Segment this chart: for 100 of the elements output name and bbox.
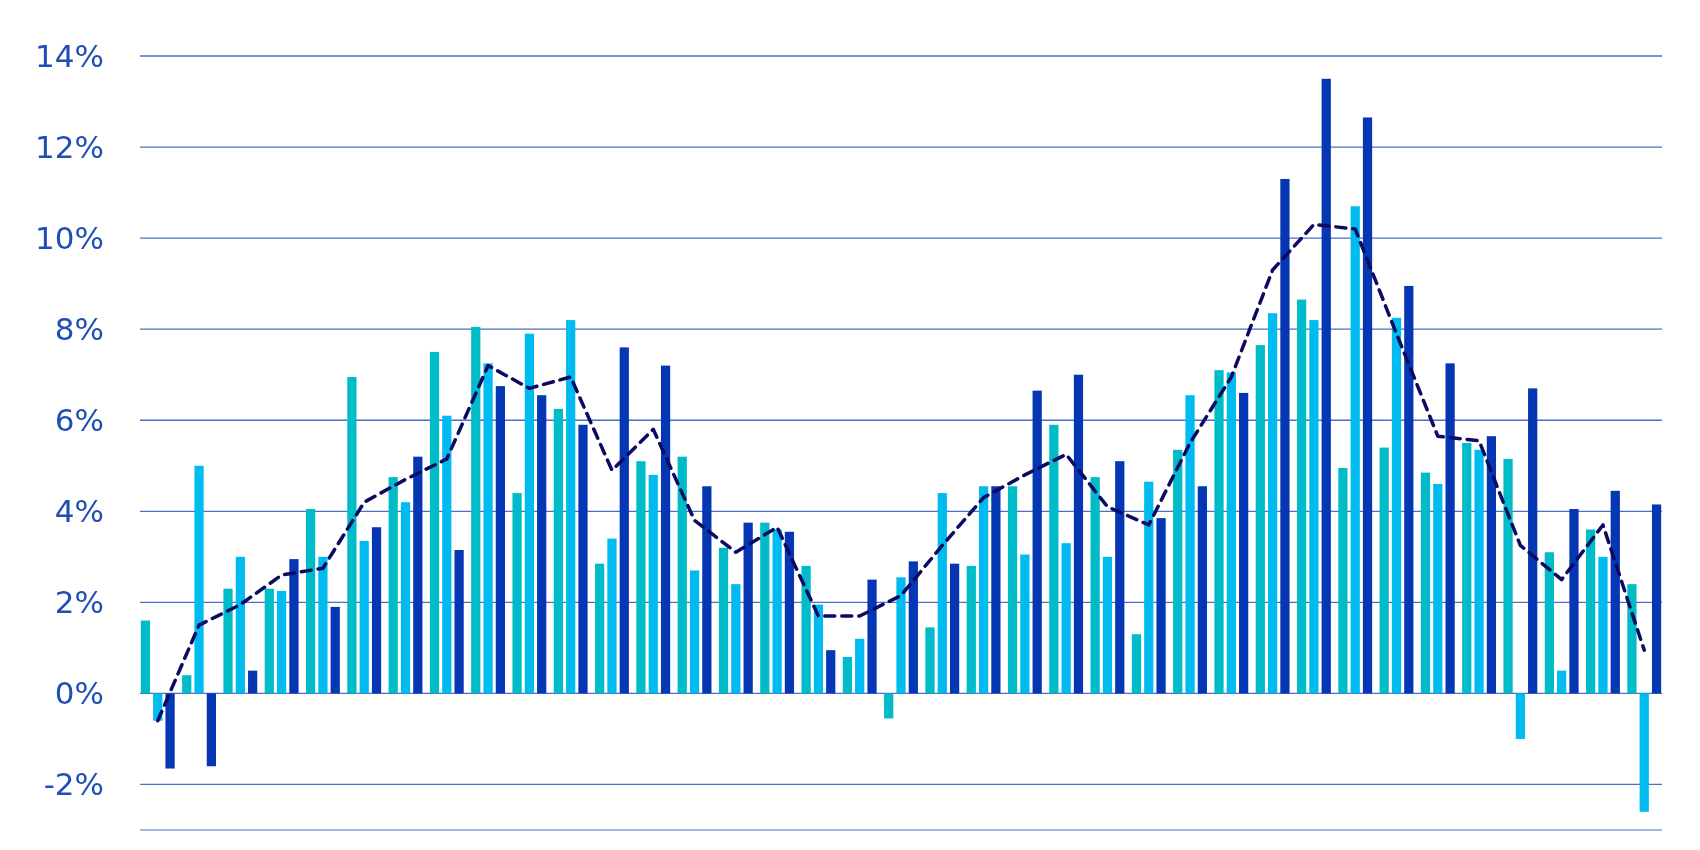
bar [578,424,588,694]
bar [1544,552,1554,694]
bar [660,365,671,694]
y-tick-label: 8% [54,311,104,348]
bar [359,540,369,694]
bar [1185,395,1195,694]
bar [1144,481,1154,694]
bar [442,415,452,694]
bar [537,395,547,694]
bar [471,326,481,694]
bar [949,563,960,694]
bar [1049,424,1059,694]
line-series [156,222,1646,723]
bar [813,604,824,694]
bar [978,486,989,694]
bar [400,502,411,694]
bar [855,638,865,694]
bar [896,577,906,694]
bar [1404,285,1414,694]
bar [454,549,464,694]
bar [206,693,216,767]
bar [1338,468,1348,694]
y-tick-label: 14% [35,37,104,74]
bar [264,588,274,694]
bar [1627,584,1637,694]
bar [1651,504,1662,694]
bar [1061,543,1071,694]
bar [1268,313,1278,694]
bar [223,588,233,694]
bar [318,556,328,694]
bar [1515,693,1525,739]
bar [867,579,877,694]
bar [1433,483,1443,694]
bar [1102,556,1113,694]
bar [1598,556,1608,694]
bar [388,477,398,694]
bar [165,693,175,769]
bar [784,531,795,694]
bar [1503,458,1513,694]
bar [495,386,506,694]
y-tick-label: -2% [43,766,104,803]
y-tick-label: 0% [54,675,104,712]
y-tick-label: 6% [54,402,104,439]
bar [1020,554,1030,694]
bar [648,474,658,694]
bar [248,670,258,694]
bar [677,456,687,694]
bar [1321,78,1331,694]
bar [1226,372,1236,694]
bar [194,465,204,694]
bar [1309,320,1319,694]
bar [1557,670,1567,694]
bar [1528,388,1538,694]
bar [305,509,316,694]
y-tick-label: 12% [35,128,104,165]
bar [347,376,357,694]
y-tick-label: 4% [54,493,104,530]
bar [289,559,299,694]
bar [702,486,712,694]
bar [1379,447,1389,694]
bar [689,570,700,694]
bar [743,522,753,694]
bar [801,565,811,694]
bar [966,565,976,694]
bar [553,408,563,694]
bar [483,363,493,694]
bar [512,493,522,694]
bar [1090,477,1100,694]
bar [1610,490,1620,694]
bar [235,556,245,694]
bar [760,522,770,694]
bar [1462,443,1472,694]
bar [595,563,605,694]
bar [937,493,947,694]
bar [1197,486,1207,694]
bar [991,486,1001,694]
bar [826,650,836,694]
bar [1362,117,1373,694]
bar [772,529,782,694]
bar [1569,509,1579,694]
bar [1115,461,1125,694]
bar [1296,299,1307,694]
bar [636,461,646,694]
bar [429,351,440,694]
bar [731,584,741,694]
bar [619,347,629,694]
bar [1239,392,1249,694]
bar [1586,529,1596,694]
bar [1073,374,1084,694]
bar [1445,363,1455,694]
bar [1280,178,1290,694]
bar [413,456,423,694]
bar [1486,436,1496,694]
bar [1131,634,1142,694]
bar [1474,449,1484,694]
bar [1156,518,1166,694]
bar [1173,449,1183,694]
bar [925,627,935,694]
bar [1639,693,1649,812]
bar [884,693,894,719]
